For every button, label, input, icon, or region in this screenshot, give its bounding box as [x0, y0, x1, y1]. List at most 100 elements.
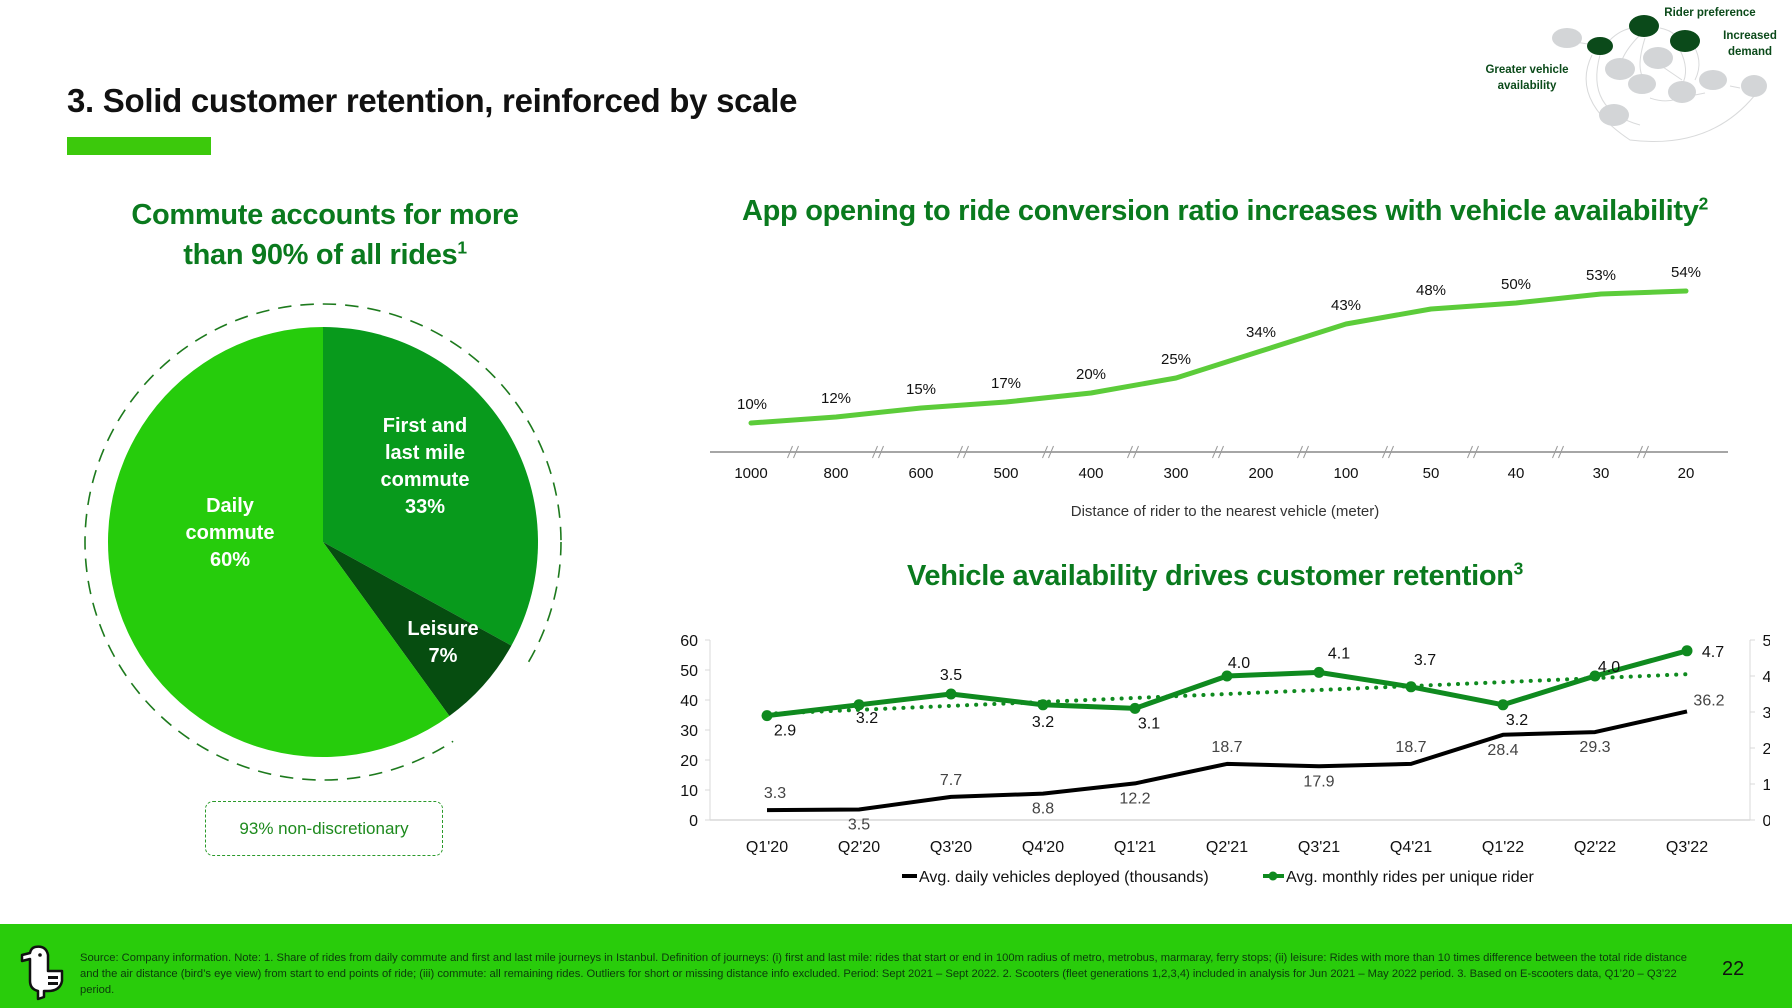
- pie-slice-label: Daily: [206, 495, 255, 517]
- rides-data-marker: [761, 710, 773, 722]
- retention-chart-title: Vehicle availability drives customer ret…: [780, 560, 1650, 593]
- data-label: 54%: [1671, 264, 1701, 281]
- x-tick-label: Q2'20: [838, 839, 880, 856]
- y-right-tick-label: 4: [1763, 669, 1770, 686]
- page-number: 22: [1722, 958, 1745, 980]
- vehicles-data-label: 3.3: [764, 785, 786, 802]
- axis-break-mark: [1637, 445, 1649, 459]
- ring-gap: [451, 665, 529, 744]
- vehicles-data-label: 29.3: [1579, 739, 1610, 756]
- node-increased-demand: [1670, 30, 1700, 52]
- x-tick-label: Q2'22: [1574, 839, 1616, 856]
- y-left-tick-label: 10: [680, 783, 698, 800]
- rides-data-label: 3.1: [1138, 715, 1160, 732]
- rides-data-marker: [1037, 699, 1049, 711]
- vehicles-deployed-line: [766, 709, 1688, 813]
- x-tick-label: 100: [1333, 465, 1358, 482]
- pie-title-line1: Commute accounts for more: [131, 199, 519, 231]
- x-tick-label: 800: [823, 465, 848, 482]
- pie-slice: [323, 327, 538, 646]
- data-label: 17%: [991, 375, 1021, 392]
- x-tick-label: Q1'20: [746, 839, 788, 856]
- legend-rides-marker: [1268, 871, 1278, 881]
- x-tick-label: Q3'20: [930, 839, 972, 856]
- x-axis-title: Distance of rider to the nearest vehicle…: [1071, 503, 1379, 520]
- footnote-marker: 2: [1698, 193, 1709, 214]
- x-tick-label: Q3'21: [1298, 839, 1340, 856]
- x-tick-label: 40: [1508, 465, 1525, 482]
- pie-slice-label: 60%: [210, 549, 250, 571]
- title-accent-bar: [67, 137, 211, 155]
- rides-data-label: 3.5: [940, 667, 962, 684]
- rides-data-marker: [1313, 666, 1325, 678]
- axis-break-mark: [1552, 445, 1564, 459]
- pie-slice-label: commute: [186, 522, 275, 544]
- data-label: 43%: [1331, 297, 1361, 314]
- axis-break-mark: [1382, 445, 1394, 459]
- axis-break-mark: [1042, 445, 1054, 459]
- y-left-tick-label: 30: [680, 723, 698, 740]
- x-tick-label: 200: [1248, 465, 1273, 482]
- rides-data-marker: [853, 699, 865, 711]
- conversion-series-line: [748, 288, 1689, 426]
- data-label: 53%: [1586, 267, 1616, 284]
- data-label: 48%: [1416, 282, 1446, 299]
- vehicles-data-label: 12.2: [1119, 790, 1150, 807]
- y-right-tick-label: 5: [1763, 633, 1770, 650]
- pie-slice-label: Leisure: [407, 618, 478, 640]
- data-label: 34%: [1246, 324, 1276, 341]
- rides-data-label: 3.2: [1506, 712, 1528, 729]
- y-right-tick-label: 1: [1763, 777, 1770, 794]
- retention-title-text: Vehicle availability drives customer ret…: [906, 560, 1514, 592]
- flywheel-label-availability: Greater vehicle availability: [1485, 64, 1569, 92]
- y-right-tick-label: 2: [1763, 741, 1770, 758]
- axis-break-mark: [872, 445, 884, 459]
- rides-data-label: 4.0: [1228, 655, 1250, 672]
- footer-band: [0, 924, 1792, 1008]
- node-rider-preference: [1629, 15, 1659, 37]
- node-greater-availability: [1587, 37, 1613, 55]
- rides-data-label: 2.9: [774, 723, 796, 740]
- vehicles-data-label: 18.7: [1211, 739, 1242, 756]
- data-label: 25%: [1161, 351, 1191, 368]
- rides-data-marker: [1221, 670, 1233, 682]
- flywheel-graphic: [1552, 15, 1767, 143]
- data-label: 20%: [1076, 366, 1106, 383]
- rides-data-marker: [1497, 699, 1509, 711]
- legend-rides-label: Avg. monthly rides per unique rider: [1286, 869, 1535, 886]
- rides-data-marker: [1405, 681, 1417, 693]
- data-label: 12%: [821, 390, 851, 407]
- inactive-nodes: [1552, 28, 1767, 126]
- footnote-marker: 1: [457, 237, 467, 258]
- rides-data-label: 3.2: [856, 710, 878, 727]
- flywheel-label-preference: Rider preference: [1664, 7, 1756, 19]
- rides-data-label: 4.7: [1702, 644, 1724, 661]
- legend-vehicles-label: Avg. daily vehicles deployed (thousands): [919, 869, 1209, 886]
- page-title: 3. Solid customer retention, reinforced …: [67, 82, 798, 119]
- duck-mascot-icon: [18, 943, 66, 1001]
- x-tick-label: 1000: [734, 465, 767, 482]
- pie-slice-label: 33%: [405, 496, 445, 518]
- vehicles-data-label: 17.9: [1303, 773, 1334, 790]
- vehicles-data-label: 3.5: [848, 817, 870, 834]
- footer-source-notes: Source: Company information. Note: 1. Sh…: [80, 952, 1687, 996]
- axis-break-mark: [957, 445, 969, 459]
- retention-line-chart: 0 10 20 30 40 50 60 0 1 2 3 4 5 Q1'20 Q2'20 Q3'20 Q4'20 Q…: [680, 633, 1770, 886]
- vehicles-data-label: 28.4: [1487, 742, 1518, 759]
- pie-slice-label: First and: [383, 415, 467, 437]
- x-tick-label: 20: [1678, 465, 1695, 482]
- x-tick-label: Q2'21: [1206, 839, 1248, 856]
- rides-data-marker: [1681, 645, 1693, 657]
- pie-chart: First and last mile commute 33% Leisure 7% Dai…: [84, 303, 562, 781]
- pie-section-title: Commute accounts for more than 90% of al…: [90, 195, 560, 275]
- vehicles-data-label: 36.2: [1693, 692, 1724, 709]
- trend-dotted-line: [765, 672, 1689, 716]
- x-tick-label: Q4'20: [1022, 839, 1064, 856]
- rides-data-label: 3.7: [1414, 652, 1436, 669]
- data-label: 50%: [1501, 276, 1531, 293]
- axis-break-mark: [1297, 445, 1309, 459]
- x-tick-label: Q1'21: [1114, 839, 1156, 856]
- non-discretionary-ring: [84, 303, 562, 781]
- x-tick-label: Q1'22: [1482, 839, 1524, 856]
- data-label: 10%: [737, 396, 767, 413]
